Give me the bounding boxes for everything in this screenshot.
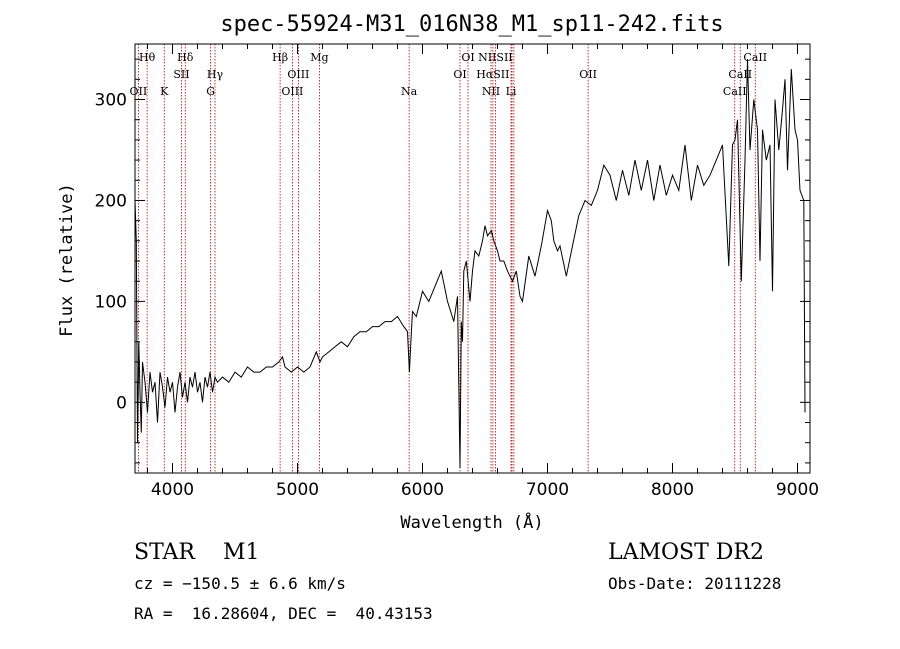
spectral-line-label: G <box>206 85 215 98</box>
spectral-line-label: K <box>160 85 169 98</box>
spectral-line-label: OI <box>453 68 466 81</box>
x-tick-label: 7000 <box>526 480 569 500</box>
axis-ticks <box>135 44 810 473</box>
spectral-line-label: SII <box>173 68 189 81</box>
spectral-line-label: CaII <box>723 85 747 98</box>
spectral-line-label: NII <box>482 85 500 98</box>
x-tick-label: 8000 <box>651 480 694 500</box>
y-tick-label: 0 <box>116 393 127 413</box>
survey-label: LAMOST DR2 <box>608 540 764 565</box>
spectral-line-label: Hδ <box>177 51 194 64</box>
line-markers <box>137 44 756 473</box>
spectral-line-label: Mg <box>310 51 328 64</box>
chart-title: spec-55924-M31_016N38_M1_sp11-242.fits <box>220 12 723 37</box>
spectral-line-label: NIISII <box>478 51 513 64</box>
flux-series-line <box>134 59 806 469</box>
y-tick-label: 100 <box>95 292 127 312</box>
coordinates: RA = 16.28604, DEC = 40.43153 <box>134 604 433 623</box>
spectral-line-label: Hβ <box>272 51 288 64</box>
spectral-line-label: CaII <box>728 68 752 81</box>
object-class: STAR M1 <box>134 540 260 565</box>
redshift-cz: cz = −150.5 ± 6.6 km/s <box>134 574 346 593</box>
spectral-line-label: OII <box>579 68 597 81</box>
spectral-line-label: CaII <box>743 51 767 64</box>
obs-date: Obs-Date: 20111228 <box>608 574 782 593</box>
spectral-line-label: OI <box>461 51 474 64</box>
spectral-line-label: Na <box>401 85 418 98</box>
spectral-line-label: OIII <box>287 68 309 81</box>
spectral-line-label: OIII <box>281 85 303 98</box>
y-tick-label: 300 <box>95 91 127 111</box>
x-tick-label: 5000 <box>276 480 319 500</box>
x-tick-label: 4000 <box>151 480 194 500</box>
plot-frame <box>134 43 811 474</box>
x-tick-label: 6000 <box>401 480 444 500</box>
spectral-line-label: Hθ <box>139 51 156 64</box>
y-axis-label: Flux (relative) <box>57 183 77 337</box>
y-tick-label: 200 <box>95 191 127 211</box>
x-tick-label: 9000 <box>776 480 819 500</box>
spectral-line-label: OII <box>130 85 148 98</box>
spectral-line-label: Hγ <box>207 68 224 81</box>
x-axis-label: Wavelength (Å) <box>400 511 543 533</box>
spectral-line-label: Li <box>506 85 517 98</box>
spectral-line-label: HαSII <box>476 68 509 81</box>
